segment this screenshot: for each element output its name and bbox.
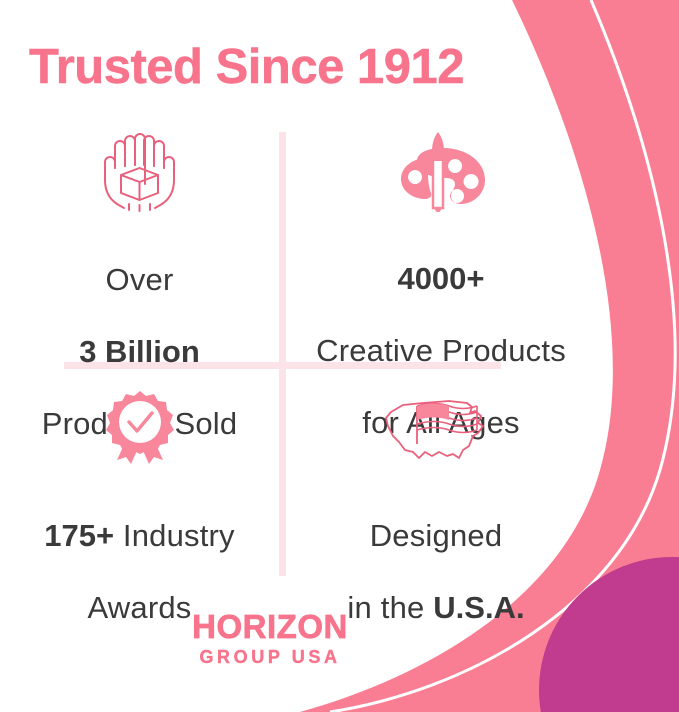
divider-vertical [279,132,286,576]
magenta-circle [539,557,679,712]
award-ribbon-check-icon [105,391,174,464]
icon-wrapper [82,128,197,212]
icon-wrapper [101,390,179,466]
stat-block-products-sold: Over 3 Billion Products Sold [0,128,279,478]
stat-text-industry-awards: 175+ Industry Awards [44,482,235,662]
stat-line-emphasis: 3 Billion [79,334,200,369]
stat-line-emphasis: U.S.A. [433,590,525,625]
divider-horizontal [64,362,501,369]
stat-text-creative-products: 4000+ Creative Products for All Ages [316,225,566,477]
usa-map-flag-icon [385,400,484,459]
stat-line: in the U.S.A. [347,590,524,626]
stat-text-products-sold: Over 3 Billion Products Sold [42,226,238,478]
stat-line-emphasis: 4000+ [397,261,485,296]
logo-secondary-text: GROUP USA [199,647,341,667]
stat-line: Creative Products [316,333,566,368]
logo-primary-text: HORIZON [192,608,348,645]
stat-text-designed-in-usa: Designed in the U.S.A. [347,482,524,662]
pink-curve-band [300,0,679,712]
icon-wrapper [393,128,489,212]
stat-line: Designed [369,518,503,553]
stat-line-emphasis: 175+ [44,518,115,553]
stat-line-rest: in the [347,590,434,625]
stat-block-creative-products: 4000+ Creative Products for All Ages [286,128,596,477]
icon-wrapper [377,390,495,466]
stat-line: Over [105,262,174,297]
brand-logo: HORIZON GROUP USA [0,608,540,668]
stat-line-rest: Industry [114,518,235,553]
stat-block-industry-awards: 175+ Industry Awards [0,390,279,662]
paint-palette-brush-icon [401,132,485,212]
hands-holding-box-icon [104,133,175,212]
page-title: Trusted Since 1912 [29,40,465,95]
stat-line: 175+ Industry [44,518,235,554]
white-hairline-curve [329,0,677,712]
stat-line: Awards [87,590,192,625]
stat-block-designed-in-usa: Designed in the U.S.A. [286,390,586,662]
